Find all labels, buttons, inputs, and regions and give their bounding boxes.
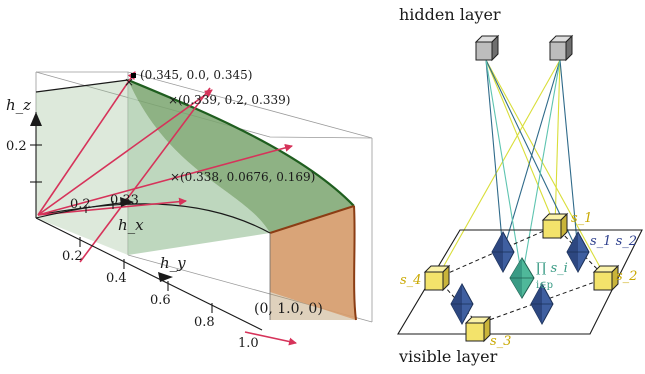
hy-tick-0.4: 0.4	[106, 271, 127, 286]
hz-label: h_z	[6, 96, 31, 114]
hy-tick-0.2: 0.2	[62, 249, 83, 264]
point-label-4: (0, 1.0, 0)	[254, 301, 323, 317]
spin-label-s3: s_3	[490, 334, 511, 349]
hidden-unit-1	[474, 34, 500, 62]
visible-unit-s2	[592, 264, 620, 292]
brown-edge-side	[353, 205, 357, 321]
hz-axis-arrowhead	[30, 112, 42, 126]
hy-axis-arrowhead	[158, 272, 173, 282]
octahedron-s3s4	[450, 282, 474, 326]
spin-label-s1s2: s_1 s_2	[590, 234, 637, 249]
hy-tick-0.6: 0.6	[150, 293, 171, 308]
point-marker-x3: ×	[170, 170, 180, 184]
surface-back-edge	[35, 79, 129, 93]
spin-label-product: ∏ s_i	[536, 261, 568, 276]
spin-label-s4: s_4	[400, 273, 421, 288]
hx-hz-face	[128, 80, 270, 255]
hx-label: h_x	[118, 216, 144, 234]
point-marker-x1: ×	[124, 75, 134, 89]
octahedron-s2s3	[530, 282, 554, 326]
connections	[436, 59, 607, 279]
hx-tick-0.33: 0.33	[110, 193, 139, 208]
hy-tick-0.8: 0.8	[194, 315, 215, 330]
visible-unit-s1	[541, 212, 569, 240]
point-label-1: (0.345, 0.0, 0.345)	[140, 68, 252, 82]
phase-diagram-3d: h_z h_x h_y 0.2 0.2 0.33 0.2 0.4 0.6 0.8…	[6, 68, 373, 351]
hidden-layer-label: hidden layer	[399, 5, 501, 24]
surface-top-edge	[127, 78, 355, 207]
hidden-unit-2	[548, 34, 574, 62]
rbm-network-diagram: hidden layer visible layer	[397, 5, 643, 366]
upper-orange-face	[270, 206, 356, 320]
spin-label-product-sub: i∈p	[536, 280, 553, 291]
point-marker-x2: ×	[168, 93, 178, 107]
visible-unit-s3	[464, 315, 492, 343]
hz-tick-0.2: 0.2	[6, 139, 27, 154]
hy-tick-1.0: 1.0	[238, 336, 259, 351]
flow-arrows	[37, 71, 297, 346]
point-label-2: (0.339, 0.2, 0.339)	[178, 93, 290, 107]
visible-layer-label: visible layer	[398, 347, 498, 366]
hx-axis-arrowhead	[120, 197, 134, 207]
spin-label-s1: s_1	[571, 211, 592, 226]
orange-face	[270, 206, 356, 320]
visible-layer-plane	[397, 229, 643, 335]
hx-tick-0.2: 0.2	[70, 197, 91, 212]
hy-axis	[35, 217, 263, 331]
point-marker-top	[131, 73, 136, 78]
octahedron-plaquette	[509, 257, 535, 299]
octahedron-s1s2	[566, 230, 590, 274]
phase-boundary-surface	[36, 80, 354, 233]
spin-label-s2: s_2	[616, 269, 637, 284]
visible-unit-s4	[423, 264, 451, 292]
surface-front-flap	[36, 80, 128, 255]
point-label-3: (0.338, 0.0676, 0.169)	[180, 170, 315, 184]
brown-edge-top	[269, 205, 355, 234]
hy-label: h_y	[160, 254, 186, 272]
octahedron-s1s4	[491, 230, 515, 274]
